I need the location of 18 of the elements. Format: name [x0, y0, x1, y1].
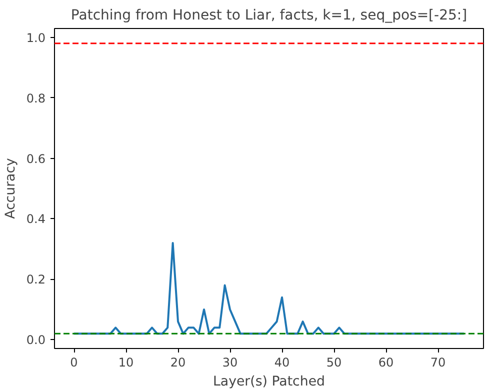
x-tick-label: 70 [430, 356, 446, 370]
line-series [73, 242, 465, 335]
y-tick-label: 0.2 [26, 272, 46, 287]
y-tick-label: 0.6 [26, 152, 46, 166]
x-tick-label: 60 [378, 356, 394, 370]
y-tick-label: 0.8 [26, 91, 46, 106]
y-tick-label: 1.0 [26, 30, 46, 45]
x-tick-label: 10 [118, 356, 134, 370]
x-axis-title: Layer(s) Patched [212, 374, 326, 390]
x-tick-label: 20 [170, 356, 186, 370]
x-tick-label: 0 [70, 356, 78, 370]
x-tick-label: 50 [326, 356, 342, 370]
y-axis-title: Accuracy [3, 158, 18, 219]
y-tick-label: 0.0 [26, 333, 46, 348]
y-tick-label: 0.4 [26, 212, 46, 226]
x-tick-label: 30 [222, 356, 238, 370]
x-tick-label: 40 [274, 356, 290, 370]
chart-title: Patching from Honest to Liar, facts, k=1, seq_pos=[-25:] [70, 8, 468, 24]
